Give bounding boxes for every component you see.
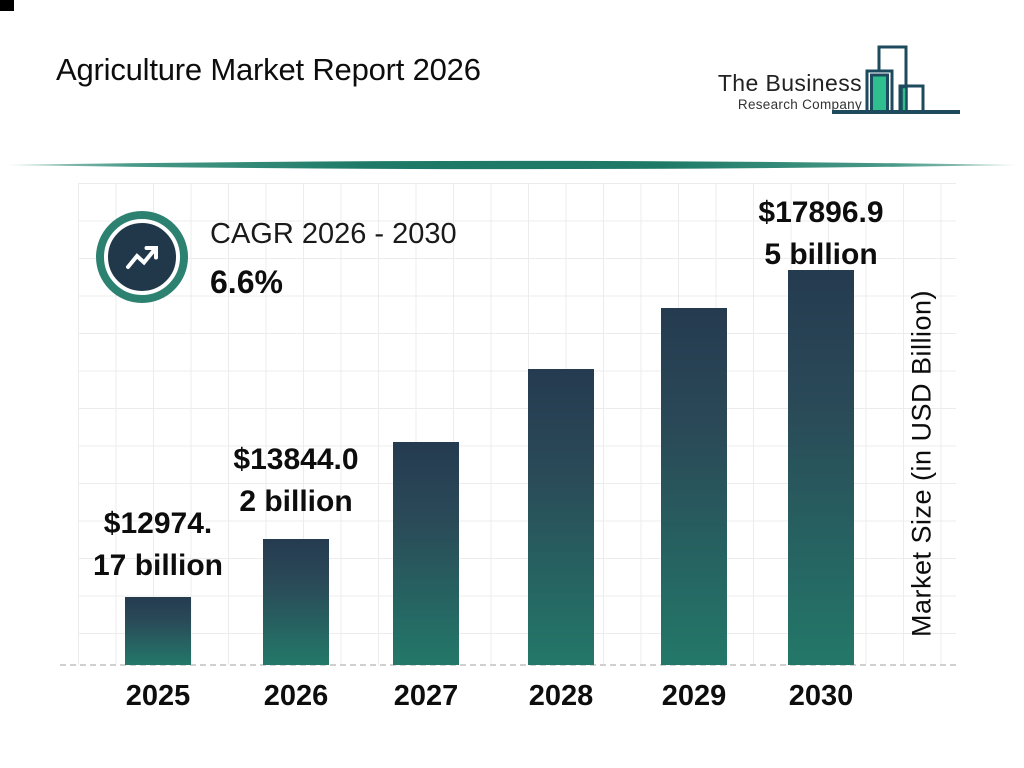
x-tick-2029: 2029 — [661, 680, 727, 712]
cagr-badge — [96, 211, 188, 303]
chart-baseline — [60, 664, 956, 666]
cagr-label: CAGR 2026 - 2030 — [210, 218, 457, 250]
bar-2027 — [393, 442, 459, 665]
bar-2028 — [528, 369, 594, 665]
x-tick-2026: 2026 — [263, 680, 329, 712]
bar-2025 — [125, 597, 191, 665]
value-label-2030: $17896.9 5 billion — [758, 196, 884, 271]
corner-mark — [0, 0, 14, 11]
value-label-2025: $12974. 17 billion — [92, 507, 224, 582]
bar-2026 — [263, 539, 329, 665]
y-axis-label: Market Size (in USD Billion) — [906, 289, 937, 638]
logo-name: The Business — [717, 70, 862, 96]
divider — [8, 160, 1016, 170]
page-title: Agriculture Market Report 2026 — [56, 52, 481, 87]
value-label-2026: $13844.0 2 billion — [233, 443, 359, 518]
bar-buildings-logo-mark-icon — [832, 45, 960, 114]
x-tick-2027: 2027 — [393, 680, 459, 712]
bar-2029 — [661, 308, 727, 665]
logo-subname: Research Company — [737, 97, 862, 112]
x-tick-2025: 2025 — [125, 680, 191, 712]
company-logo-text: The Business Research Company — [718, 72, 862, 112]
cagr-badge-inner — [104, 219, 180, 295]
cagr-value: 6.6% — [210, 264, 283, 300]
x-tick-2028: 2028 — [528, 680, 594, 712]
x-tick-2030: 2030 — [788, 680, 854, 712]
trending-up-icon — [126, 246, 158, 269]
bar-2030 — [788, 270, 854, 665]
